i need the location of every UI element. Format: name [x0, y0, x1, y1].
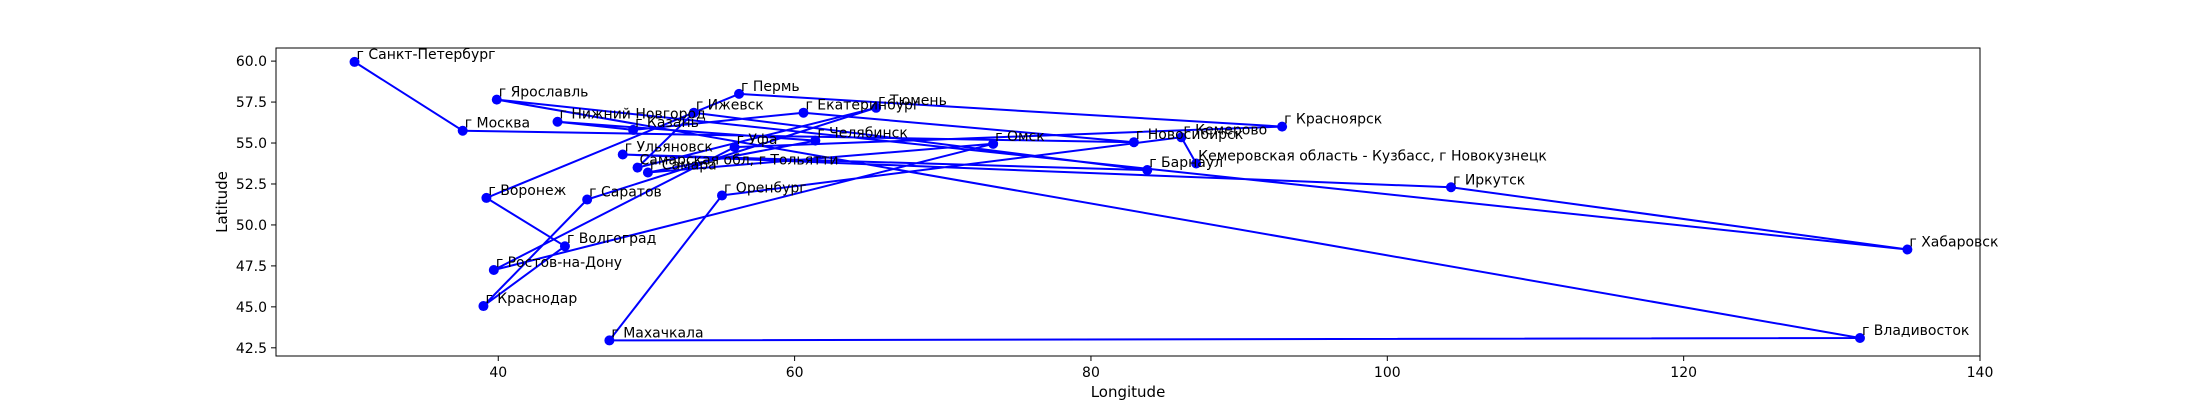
y-tick-label: 57.5 — [236, 95, 267, 111]
data-point-label: г Оренбург — [724, 180, 807, 196]
data-point — [810, 135, 821, 146]
data-point — [1128, 137, 1139, 148]
data-point — [457, 125, 468, 136]
data-point-label: г Омск — [995, 129, 1045, 145]
x-axis-label: Longitude — [1091, 383, 1166, 400]
data-point — [1191, 158, 1202, 169]
data-point-label: г Махачкала — [611, 325, 703, 341]
plot-frame — [275, 47, 1981, 357]
data-point — [1854, 332, 1865, 343]
data-point — [1176, 132, 1187, 143]
data-point-label: г Иркутск — [1453, 172, 1525, 188]
y-tick-label: 47.5 — [236, 259, 267, 275]
data-point — [481, 192, 492, 203]
data-point-label: г Санкт-Петербург — [357, 47, 496, 63]
data-point-label: г Челябинск — [817, 126, 907, 142]
data-point-label: г Кемерово — [1183, 122, 1267, 138]
data-point — [582, 194, 593, 205]
data-point — [628, 124, 639, 135]
x-tick-label: 80 — [1082, 365, 1100, 381]
series-line — [353, 61, 1909, 342]
x-tick-label: 120 — [1670, 365, 1697, 381]
x-tick-label: 140 — [1967, 365, 1994, 381]
data-point — [642, 167, 653, 178]
data-point-label: Кемеровская область - Кузбасс, г Новокуз… — [1198, 149, 1547, 165]
data-point-label: г Москва — [465, 116, 530, 132]
data-point — [604, 335, 615, 346]
data-point — [717, 190, 728, 201]
y-axis-ticks: 42.5 45.0 47.5 50.0 52.5 55.0 57.5 60.0 — [236, 54, 276, 357]
data-point-label: г Воронеж — [488, 183, 566, 199]
data-point-label: г Волгоград — [567, 231, 656, 247]
data-point-label: г Владивосток — [1862, 323, 1969, 339]
data-point-label: г Ростов-на-Дону — [496, 255, 622, 271]
data-point-label: г Тюмень — [878, 93, 947, 109]
data-point — [871, 102, 882, 113]
data-point-label: г Новосибирск — [1136, 127, 1243, 143]
data-point — [1902, 244, 1913, 255]
data-point-label: г Ижевск — [696, 98, 764, 114]
data-point-label: г Уфа — [737, 132, 778, 148]
data-point — [1446, 182, 1457, 193]
x-axis-ticks: 40 60 80 100 120 140 — [489, 356, 1993, 381]
data-point-label: г Барнаул — [1149, 155, 1223, 171]
x-tick-label: 100 — [1374, 365, 1401, 381]
data-point-label: г Ярославль — [499, 85, 589, 101]
data-point-label: г Ульяновск — [625, 139, 713, 155]
data-point — [1277, 121, 1288, 132]
data-point-label: г Екатеринбург — [805, 98, 920, 114]
x-tick-label: 40 — [489, 365, 507, 381]
data-point-label: Самарская обл, г Тольятти — [640, 153, 839, 169]
data-point — [798, 107, 809, 118]
y-tick-label: 52.5 — [236, 177, 267, 193]
x-tick-label: 60 — [786, 365, 804, 381]
y-tick-label: 60.0 — [236, 54, 267, 70]
data-point-label: г Казань — [635, 115, 699, 131]
y-tick-label: 45.0 — [236, 300, 267, 316]
data-point-label: г Нижний Новгород — [560, 107, 706, 123]
data-point — [478, 301, 489, 312]
data-point-label: г Краснодар — [485, 291, 577, 307]
data-points-group — [349, 56, 1913, 346]
data-point — [1142, 165, 1153, 176]
data-point — [632, 162, 643, 173]
data-point-label: г Хабаровск — [1909, 235, 1998, 251]
y-tick-label: 55.0 — [236, 136, 267, 152]
data-point — [488, 264, 499, 275]
series-line-group — [353, 61, 1909, 342]
data-point — [491, 94, 502, 105]
data-point-label: г Пермь — [741, 79, 800, 95]
data-point — [349, 56, 360, 67]
y-axis-label: Latitude — [213, 171, 231, 233]
data-point-label: г Самара — [650, 158, 717, 174]
data-point — [734, 88, 745, 99]
data-point — [617, 149, 628, 160]
y-tick-label: 42.5 — [236, 341, 267, 357]
data-point — [559, 241, 570, 252]
data-point — [729, 142, 740, 153]
data-point — [552, 116, 563, 127]
y-tick-label: 50.0 — [236, 218, 267, 234]
data-point — [988, 138, 999, 149]
data-point — [688, 107, 699, 118]
data-point-label: г Красноярск — [1284, 112, 1382, 128]
data-point-label: г Саратов — [589, 185, 662, 201]
